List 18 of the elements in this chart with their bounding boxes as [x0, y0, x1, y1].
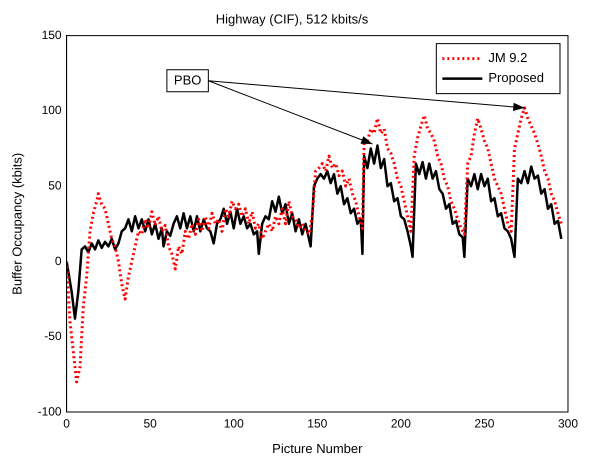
x-axis-title: Picture Number — [272, 440, 364, 456]
y-tick-label: -50 — [44, 329, 62, 344]
y-tick-label: 50 — [48, 178, 62, 192]
x-tick-label: 100 — [224, 416, 244, 431]
chart-title: Highway (CIF), 512 kbits/s — [216, 11, 369, 26]
x-tick-label: 300 — [558, 416, 578, 431]
y-tick-label: 150 — [42, 28, 62, 42]
y-tick-label: 0 — [54, 254, 62, 268]
y-axis-title: Buffer Occupancy (kbits) — [9, 152, 24, 295]
y-tick-label: 100 — [42, 103, 62, 118]
x-tick-label: 250 — [474, 416, 495, 431]
x-tick-label: 200 — [390, 416, 412, 431]
y-tick-label: -100 — [38, 404, 62, 418]
x-tick-label: 150 — [307, 416, 328, 431]
legend-label: JM 9.2 — [488, 50, 528, 66]
annotation: PBO — [174, 72, 202, 88]
x-tick-label: 50 — [144, 416, 158, 431]
legend-label: Proposed — [488, 70, 544, 86]
